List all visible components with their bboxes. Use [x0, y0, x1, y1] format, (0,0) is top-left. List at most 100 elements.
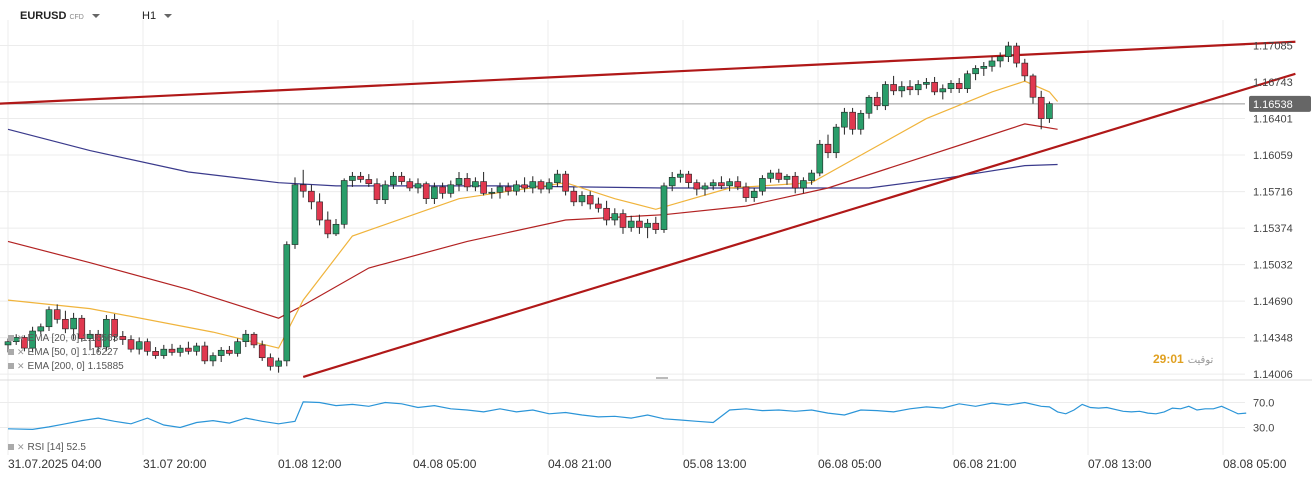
price-tick-label: 1.15716 [1253, 187, 1293, 199]
settings-icon[interactable] [8, 349, 14, 355]
price-tick-label: 1.14348 [1253, 333, 1293, 345]
trendline-support [302, 72, 1296, 378]
candle-body [94, 333, 102, 348]
candle [882, 81, 889, 111]
candle [209, 352, 217, 367]
candle [37, 323, 45, 335]
candle [537, 179, 545, 194]
candle-body [4, 341, 12, 346]
candle [857, 110, 865, 135]
candle [119, 331, 127, 345]
candle-body [619, 213, 627, 228]
candle-body [144, 341, 151, 352]
candle [234, 338, 241, 357]
candle [1029, 73, 1037, 104]
candle [1021, 58, 1029, 82]
candle [709, 179, 717, 191]
candle-body [275, 360, 282, 367]
candle-body [701, 185, 709, 190]
candle-body [513, 184, 520, 192]
candle-body [931, 82, 938, 93]
close-icon[interactable]: ✕ [17, 333, 25, 343]
candle-body [1046, 103, 1053, 119]
candle [283, 241, 291, 367]
candle [29, 326, 36, 353]
candle-body [783, 175, 791, 180]
close-icon[interactable]: ✕ [17, 347, 25, 357]
candle [931, 76, 938, 96]
settings-icon[interactable] [8, 335, 14, 341]
time-tick-label: 04.08 05:00 [413, 457, 477, 471]
candle-body [201, 345, 209, 362]
candle [414, 178, 422, 194]
candle [783, 174, 791, 185]
candle-body [504, 186, 512, 192]
candle-body [357, 175, 364, 180]
indicator-label: EMA [200, 0] 1.15885 [27, 361, 124, 372]
candle-body [767, 172, 774, 179]
candle [800, 177, 807, 194]
indicator-ema20[interactable]: ✕ EMA [20, 0] 1.16563 [8, 333, 118, 344]
time-tick-label: 04.08 21:00 [548, 457, 612, 471]
indicator-ema50[interactable]: ✕ EMA [50, 0] 1.16227 [8, 347, 118, 358]
candle-body [463, 178, 471, 188]
price-tick-label: 1.14690 [1253, 296, 1293, 308]
candle-body [234, 341, 241, 354]
candle-body [340, 180, 348, 225]
candle [472, 177, 479, 192]
candle-body [455, 178, 463, 186]
candle-body [677, 173, 684, 178]
indicator-rsi[interactable]: ✕ RSI [14] 52.5 [8, 442, 86, 453]
candle [865, 95, 873, 119]
candle [201, 341, 209, 365]
settings-icon[interactable] [8, 363, 14, 369]
candle-body [29, 330, 36, 349]
candle-body [193, 345, 200, 352]
candle-body [431, 186, 438, 199]
candle-body [349, 175, 356, 181]
candle-body [283, 244, 291, 362]
candle [627, 215, 635, 232]
candle-body [308, 190, 315, 203]
candle-body [1013, 45, 1020, 64]
candle-body [898, 86, 906, 92]
candle-body [1005, 45, 1012, 57]
candle [980, 62, 988, 76]
candle-body [135, 341, 143, 350]
close-icon[interactable]: ✕ [17, 361, 25, 371]
price-tick-label: 1.14006 [1253, 369, 1293, 381]
candle [291, 177, 299, 249]
candle [996, 52, 1004, 68]
close-icon[interactable]: ✕ [17, 442, 25, 452]
countdown-seconds: 01 [1170, 352, 1184, 366]
candle-body [964, 73, 971, 90]
candle-body [947, 83, 955, 90]
candle [308, 184, 315, 210]
candle-body [816, 143, 824, 174]
candle [217, 347, 225, 362]
candle [152, 347, 159, 359]
candle-body [447, 184, 455, 194]
candle [62, 310, 69, 334]
candle [750, 187, 758, 202]
candle [1046, 101, 1053, 123]
indicator-ema200[interactable]: ✕ EMA [200, 0] 1.15885 [8, 361, 124, 372]
candle-body [668, 177, 676, 187]
candle [701, 182, 709, 196]
candle [381, 180, 389, 204]
candle [677, 169, 684, 183]
candle-body [267, 357, 274, 367]
candle [357, 171, 364, 183]
candle-body [636, 220, 643, 228]
candle-body [217, 349, 225, 356]
candle [849, 107, 856, 135]
candle [939, 84, 947, 100]
candle [873, 91, 881, 111]
symbol-selector[interactable]: EURUSD CFD [20, 10, 100, 22]
settings-icon[interactable] [8, 444, 14, 450]
candle-body [841, 111, 848, 128]
timeframe-selector[interactable]: H1 [142, 10, 173, 22]
candle-body [250, 333, 258, 346]
candle-body [324, 219, 332, 235]
